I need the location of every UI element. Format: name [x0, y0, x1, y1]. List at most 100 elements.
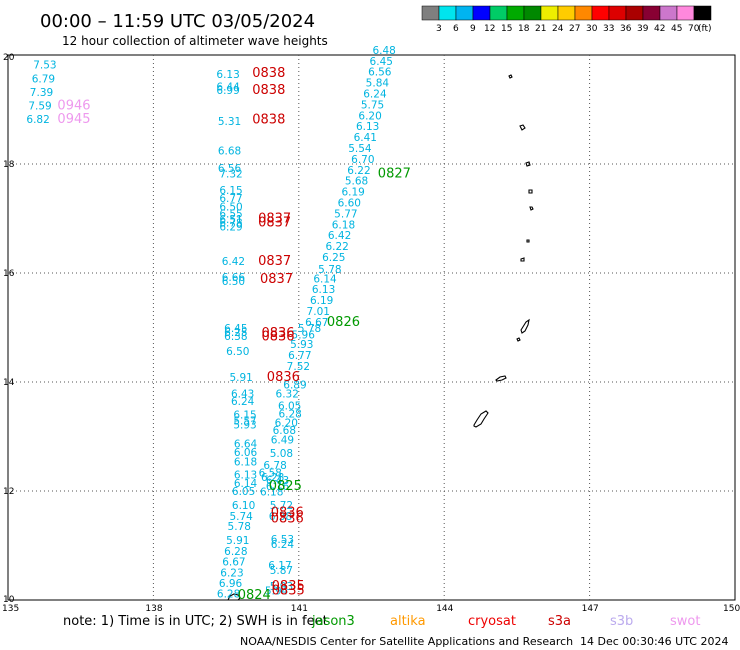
island-farallon: [508, 74, 513, 79]
x-tick-label: 150: [723, 604, 740, 614]
footer-note: note: 1) Time is in UTC; 2) SWH is in fe…: [63, 614, 328, 629]
island-agrihan: [528, 189, 533, 194]
footer-generated: 14 Dec 00:30:46 UTC 2024: [580, 635, 728, 648]
y-tick-label: 10: [3, 595, 15, 605]
wave-height-value: 7.32: [219, 169, 242, 181]
y-tick-label: 14: [3, 378, 15, 388]
axis-ticks: 135 138 141 144 147 150 10 12 14 16 18 20: [2, 53, 740, 614]
wave-height-value: 6.28: [278, 408, 301, 420]
color-scale-label: 45: [671, 24, 682, 34]
wave-height-value: 5.93: [233, 419, 256, 431]
wave-height-value: 6.48: [372, 45, 395, 57]
pass-time-label: 0837: [258, 216, 291, 231]
wave-height-value: 6.22: [325, 241, 348, 253]
wave-height-value: 6.42: [222, 256, 245, 268]
wave-height-value: 6.10: [232, 500, 255, 512]
wave-height-value: 5.84: [366, 78, 390, 90]
wave-height-value: 5.93: [290, 339, 313, 351]
satellite-legend-s3b: s3b: [610, 614, 633, 629]
wave-height-value: 6.20: [358, 110, 381, 122]
color-scale-swatch: [455, 5, 474, 21]
wave-height-value: 7.52: [287, 361, 310, 373]
pass-time-label: 0838: [252, 113, 285, 128]
pass-time-label: 0826: [327, 315, 360, 330]
wave-height-value: 6.29: [219, 221, 242, 233]
wave-height-value: 6.53: [271, 534, 294, 546]
wave-height-value: 6.68: [273, 425, 296, 437]
satellite-legend-s3a: s3a: [548, 614, 571, 629]
color-scale-label: 70: [688, 24, 700, 34]
wave-height-value: 6.25: [322, 252, 345, 264]
wave-height-value: 6.55: [219, 208, 242, 220]
pass-time-label: 0836: [271, 512, 304, 527]
wave-height-value: 5.68: [345, 176, 368, 188]
wave-height-value: 5.94: [265, 586, 289, 598]
pass-time-label: 0837: [260, 272, 293, 287]
pass-time-labels: 0838083808380837083708370837083608360836…: [57, 66, 410, 603]
wave-height-value: 6.38: [224, 331, 247, 343]
island-guam: [473, 410, 489, 428]
color-scale-swatch: [625, 5, 644, 21]
wave-height-value: 6.24: [363, 89, 387, 101]
x-tick-label: 138: [145, 604, 162, 614]
color-scale-swatch: [523, 5, 542, 21]
wave-height-value: 6.50: [219, 201, 242, 213]
wave-height-value: 6.77: [288, 350, 311, 362]
y-tick-label: 12: [3, 487, 14, 497]
footer-credit: NOAA/NESDIS Center for Satellite Applica…: [240, 635, 573, 648]
wave-height-value: 6.79: [32, 73, 55, 85]
wave-height-value: 6.42: [328, 230, 351, 242]
wave-height-value: 6.50: [226, 346, 249, 358]
wave-height-value: 5.31: [218, 116, 241, 128]
color-scale-label: 3: [436, 24, 442, 34]
wave-height-value: 6.14: [313, 273, 337, 285]
wave-height-value: 5.96: [292, 329, 316, 341]
color-scale-label: 36: [620, 24, 632, 34]
wave-height-value: 6.38: [269, 511, 292, 523]
island-rota: [495, 375, 507, 382]
color-scale-swatch: [506, 5, 525, 21]
pass-time-label: 0838: [252, 66, 285, 81]
y-tick-label: 16: [3, 269, 15, 279]
wave-height-value: 6.16: [266, 481, 290, 493]
chart-subtitle: 12 hour collection of altimeter wave hei…: [62, 34, 328, 48]
wave-height-labels: 7.536.797.397.596.826.136.446.995.316.68…: [26, 45, 395, 600]
x-tick-label: 144: [436, 604, 453, 614]
island-maug: [519, 124, 526, 131]
chart-title: 00:00 – 11:59 UTC 03/05/2024: [40, 11, 315, 32]
wave-height-value: 5.87: [270, 565, 293, 577]
wave-height-value: 6.14: [234, 478, 258, 490]
wave-height-value: 5.57: [233, 416, 256, 428]
wave-height-value: 6.32: [276, 388, 299, 400]
wave-height-value: 6.43: [231, 388, 254, 400]
color-scale-label: 30: [586, 24, 598, 34]
wave-height-value: 6.25: [224, 327, 247, 339]
y-tick-label: 18: [3, 160, 15, 170]
wave-height-value: 5.74: [229, 511, 253, 523]
wave-height-value: 5.78: [298, 323, 321, 335]
color-scale-swatch: [591, 5, 610, 21]
color-scale-label: (ft): [698, 24, 712, 34]
satellite-legend-altika: altika: [390, 614, 426, 629]
wave-height-value: 6.28: [224, 546, 247, 558]
wave-height-color-scale: 3 6 9 12 15 18 21 24 27 30 33 36 39 42 45 70(ft): [421, 5, 712, 34]
pass-time-label: 0836: [261, 330, 294, 345]
island-tinian: [516, 337, 521, 342]
pass-time-label: 0946: [57, 99, 90, 114]
color-scale-swatch: [540, 5, 559, 21]
wave-height-value: 6.51: [219, 214, 242, 226]
color-scale-swatch: [608, 5, 627, 21]
wave-height-value: 5.75: [361, 99, 384, 111]
satellite-legend-jason3: jason3: [311, 614, 355, 629]
wave-height-value: 6.28: [217, 588, 240, 600]
wave-height-value: 6.78: [263, 460, 286, 472]
x-tick-label: 135: [2, 604, 19, 614]
x-tick-label: 141: [291, 604, 308, 614]
wave-height-value: 6.43: [266, 475, 289, 487]
color-scale-swatch: [574, 5, 593, 21]
island-pagan: [529, 206, 534, 211]
wave-height-value: 7.39: [30, 87, 53, 99]
color-scale-swatch: [659, 5, 678, 21]
wave-height-value: 6.13: [234, 469, 257, 481]
